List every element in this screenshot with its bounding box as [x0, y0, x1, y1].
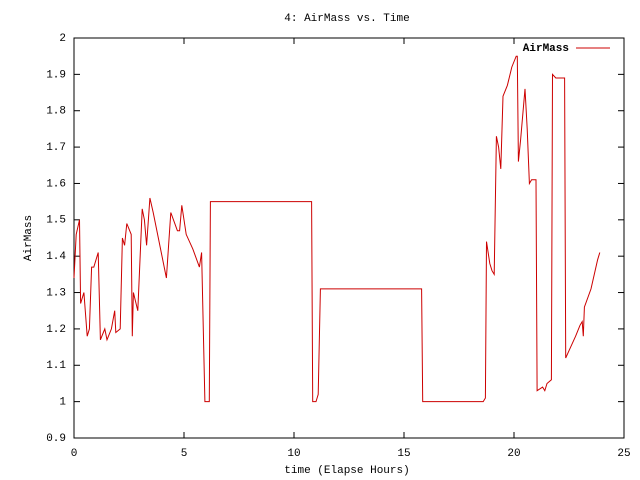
y-tick-label: 2 — [59, 33, 66, 45]
y-tick-label: 1.5 — [46, 215, 66, 227]
x-tick-label: 15 — [397, 448, 410, 460]
y-tick-label: 1.6 — [46, 178, 66, 190]
x-axis-label: time (Elapse Hours) — [284, 465, 409, 477]
data-line — [73, 55, 601, 403]
y-tick-label: 1 — [59, 397, 66, 409]
y-tick-label: 1.1 — [46, 360, 66, 372]
x-tick-label: 5 — [181, 448, 188, 460]
y-tick-label: 1.8 — [46, 106, 66, 118]
y-tick-label: 1.9 — [46, 69, 66, 81]
x-tick-label: 25 — [617, 448, 630, 460]
y-tick-label: 0.9 — [46, 433, 66, 445]
y-tick-label: 1.4 — [46, 251, 66, 263]
y-tick-label: 1.2 — [46, 324, 66, 336]
y-tick-label: 1.7 — [46, 142, 66, 154]
plot-border — [73, 37, 625, 439]
x-tick-label: 0 — [71, 448, 78, 460]
chart-title: 4: AirMass vs. Time — [284, 13, 409, 25]
x-tick-label: 10 — [287, 448, 300, 460]
legend-label: AirMass — [523, 43, 569, 55]
x-tick-label: 20 — [507, 448, 520, 460]
y-axis-label: AirMass — [23, 215, 35, 261]
y-tick-label: 1.3 — [46, 287, 66, 299]
